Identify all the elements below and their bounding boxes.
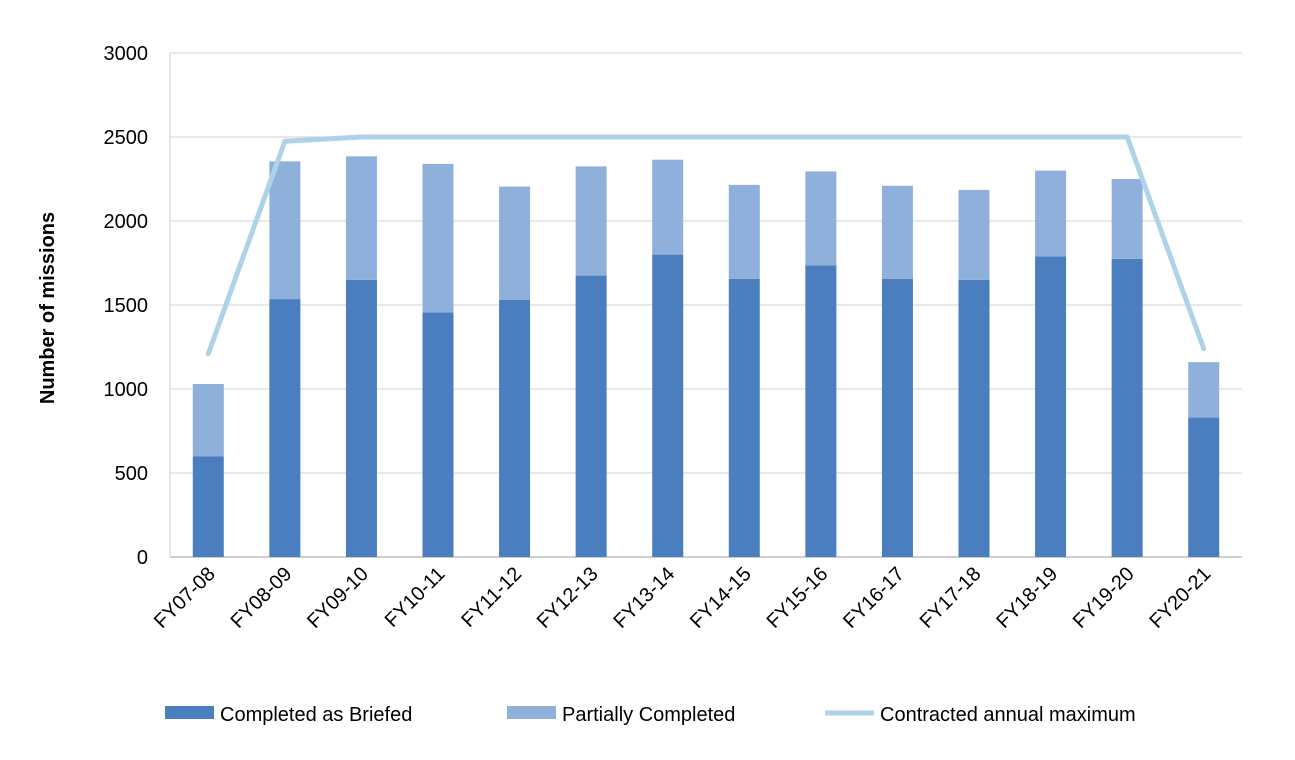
legend-label-partial: Partially Completed	[562, 704, 735, 726]
x-tick-label: FY14-15	[686, 563, 756, 633]
bar-completed-fy07-08	[192, 456, 224, 557]
bars	[192, 156, 1220, 557]
y-tick-label: 500	[115, 463, 148, 485]
x-axis-ticks: FY07-08 FY08-09 FY09-10 FY10-11 FY11-12 FY12-…	[150, 563, 1215, 633]
bar-partial-fy20-21	[1188, 362, 1220, 418]
y-axis-title: Number of missions	[37, 212, 59, 404]
y-tick-label: 0	[137, 547, 148, 569]
bar-completed-fy10-11	[422, 312, 454, 557]
bar-partial-fy17-18	[958, 189, 990, 280]
y-tick-label: 2000	[104, 211, 149, 233]
bar-partial-fy13-14	[652, 159, 684, 255]
legend-swatch-completed	[165, 706, 214, 719]
x-tick-label: FY17-18	[916, 563, 986, 633]
bar-completed-fy17-18	[958, 279, 990, 557]
x-tick-label: FY12-13	[533, 563, 603, 633]
bar-partial-fy19-20	[1111, 179, 1143, 259]
bar-partial-fy14-15	[728, 184, 760, 279]
y-axis-ticks: 0 500 1000 1500 2000 2500 3000	[104, 43, 149, 569]
y-tick-label: 1500	[104, 295, 149, 317]
bar-completed-fy16-17	[881, 278, 913, 557]
x-tick-label: FY15-16	[763, 563, 833, 633]
bar-completed-fy12-13	[575, 275, 607, 557]
x-tick-label: FY16-17	[839, 563, 909, 633]
bar-completed-fy13-14	[652, 254, 684, 557]
bar-completed-fy20-21	[1188, 417, 1220, 557]
bar-partial-fy09-10	[345, 156, 377, 280]
legend-swatch-partial	[507, 706, 556, 719]
bar-partial-fy16-17	[881, 185, 913, 279]
x-tick-label: FY13-14	[609, 563, 679, 633]
y-tick-label: 1000	[104, 379, 149, 401]
gridlines	[169, 52, 1242, 558]
bar-completed-fy09-10	[345, 279, 377, 557]
x-tick-label: FY18-19	[992, 563, 1062, 633]
contracted-max-line	[205, 134, 1207, 357]
x-tick-label: FY10-11	[381, 563, 450, 632]
legend-label-contracted: Contracted annual maximum	[880, 704, 1136, 726]
y-tick-label: 3000	[104, 43, 149, 65]
x-tick-label: FY11-12	[457, 563, 526, 632]
bar-completed-fy15-16	[805, 265, 837, 557]
x-tick-label: FY08-09	[227, 563, 297, 633]
legend: Completed as Briefed Partially Completed…	[165, 704, 1136, 726]
x-tick-label: FY20-21	[1145, 563, 1215, 633]
bar-completed-fy18-19	[1035, 256, 1067, 557]
line-series	[205, 134, 1207, 357]
x-tick-label: FY07-08	[150, 563, 220, 633]
bar-completed-fy14-15	[728, 278, 760, 557]
bar-partial-fy08-09	[269, 161, 301, 300]
bar-partial-fy18-19	[1035, 170, 1067, 257]
bar-partial-fy07-08	[192, 383, 224, 457]
x-tick-label: FY19-20	[1069, 563, 1139, 633]
bar-partial-fy11-12	[499, 186, 531, 300]
bar-completed-fy19-20	[1111, 258, 1143, 557]
x-tick-label: FY09-10	[303, 563, 373, 633]
bar-completed-fy08-09	[269, 299, 301, 557]
legend-label-completed: Completed as Briefed	[220, 704, 412, 726]
bar-partial-fy15-16	[805, 171, 837, 266]
bar-partial-fy10-11	[422, 163, 454, 313]
y-tick-label: 2500	[104, 127, 149, 149]
bar-partial-fy12-13	[575, 166, 607, 276]
bar-completed-fy11-12	[499, 299, 531, 557]
